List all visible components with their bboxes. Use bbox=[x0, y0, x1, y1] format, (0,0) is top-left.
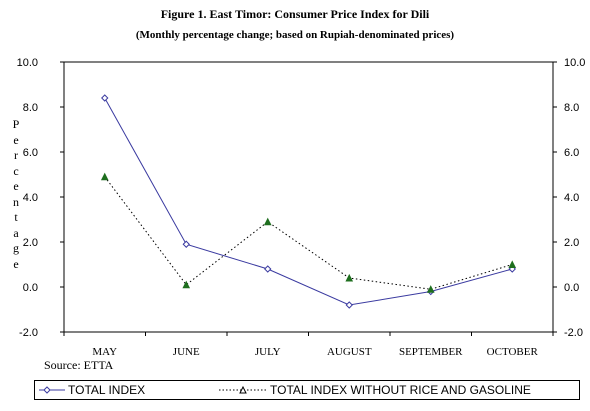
y-tick-label-left: 4.0 bbox=[23, 192, 38, 204]
legend-label-total-index: TOTAL INDEX bbox=[68, 383, 146, 397]
legend-label-without-rice: TOTAL INDEX WITHOUT RICE AND GASOLINE bbox=[270, 383, 531, 397]
point-total-index bbox=[264, 265, 272, 273]
y-tick-label-left: -2.0 bbox=[19, 327, 38, 339]
series-line-total-index bbox=[104, 97, 513, 306]
point-total-index bbox=[182, 240, 190, 248]
point-total-index-without-rice-and-gasoline bbox=[100, 172, 109, 181]
point-total-index-without-rice-and-gasoline bbox=[182, 280, 191, 289]
y-axis-label-letter: P bbox=[12, 117, 20, 131]
y-tick-label-right: 0.0 bbox=[564, 282, 579, 294]
y-tick-label-left: 2.0 bbox=[23, 237, 38, 249]
x-tick-label: JUNE bbox=[173, 346, 200, 358]
point-total-index bbox=[101, 94, 109, 102]
legend-item-total-index: TOTAL INDEX bbox=[39, 383, 145, 397]
point-total-index-without-rice-and-gasoline bbox=[508, 260, 517, 268]
y-tick-label-left: 8.0 bbox=[23, 102, 38, 114]
series-line-total-index-without-rice-and-gasoline bbox=[104, 176, 513, 290]
y-axis-label-letter: e bbox=[13, 256, 19, 271]
x-tick-label: MAY bbox=[92, 346, 117, 358]
y-tick-label-left: 0.0 bbox=[23, 282, 38, 294]
line-chart: 10.0 8.0 6.0 4.0 2.0 0.0 -2.0 10.0 8.0 6.0 4.0 2.0 0… bbox=[17, 57, 586, 358]
x-tick-label: OCTOBER bbox=[487, 346, 539, 358]
legend-item-without-rice: TOTAL INDEX WITHOUT RICE AND GASOLINE bbox=[219, 383, 531, 397]
source-note: Source: ETTA bbox=[44, 358, 114, 372]
y-axis-label-letter: g bbox=[13, 241, 19, 255]
y-axis-label-letter: e bbox=[13, 132, 19, 147]
point-total-index bbox=[345, 301, 353, 309]
y-axis-label-letter: n bbox=[13, 194, 19, 209]
x-tick-label: SEPTEMBER bbox=[399, 346, 463, 358]
chart-series bbox=[100, 94, 517, 309]
chart-legend: TOTAL INDEX TOTAL INDEX WITHOUT RICE AND… bbox=[34, 380, 580, 400]
plot-area-frame bbox=[63, 61, 554, 333]
y-tick-label-right: 4.0 bbox=[564, 192, 579, 204]
point-total-index-without-rice-and-gasoline bbox=[345, 273, 354, 282]
y-axis-label-letter: e bbox=[13, 179, 19, 193]
y-tick-label-left: 10.0 bbox=[17, 57, 38, 69]
y-tick-label-right: 8.0 bbox=[564, 102, 579, 114]
x-tick-label: JULY bbox=[255, 346, 281, 358]
chart-title: Figure 1. East Timor: Consumer Price Ind… bbox=[160, 7, 430, 21]
y-axis-label-letter: a bbox=[13, 225, 19, 240]
y-axis-label-letter: r bbox=[14, 148, 18, 162]
point-total-index-without-rice-and-gasoline bbox=[263, 217, 272, 226]
y-tick-label-right: 2.0 bbox=[564, 237, 579, 249]
x-tick-label: AUGUST bbox=[327, 346, 372, 358]
legend-swatch-without-rice bbox=[219, 385, 267, 394]
y-tick-label-right: 10.0 bbox=[564, 57, 585, 69]
point-total-index-without-rice-and-gasoline bbox=[426, 285, 435, 293]
y-tick-label-left: 6.0 bbox=[23, 147, 38, 159]
y-tick-label-right: 6.0 bbox=[564, 147, 579, 159]
y-axis-label-letter: t bbox=[14, 210, 18, 224]
legend-swatch-total-index bbox=[39, 386, 65, 394]
chart-subtitle: (Monthly percentage change; based on Rup… bbox=[135, 29, 455, 41]
chart-axes: 10.0 8.0 6.0 4.0 2.0 0.0 -2.0 10.0 8.0 6.0 4.0 2.0 0… bbox=[17, 57, 586, 358]
y-tick-label-right: -2.0 bbox=[564, 327, 583, 339]
y-axis-label-letter: c bbox=[13, 163, 19, 178]
